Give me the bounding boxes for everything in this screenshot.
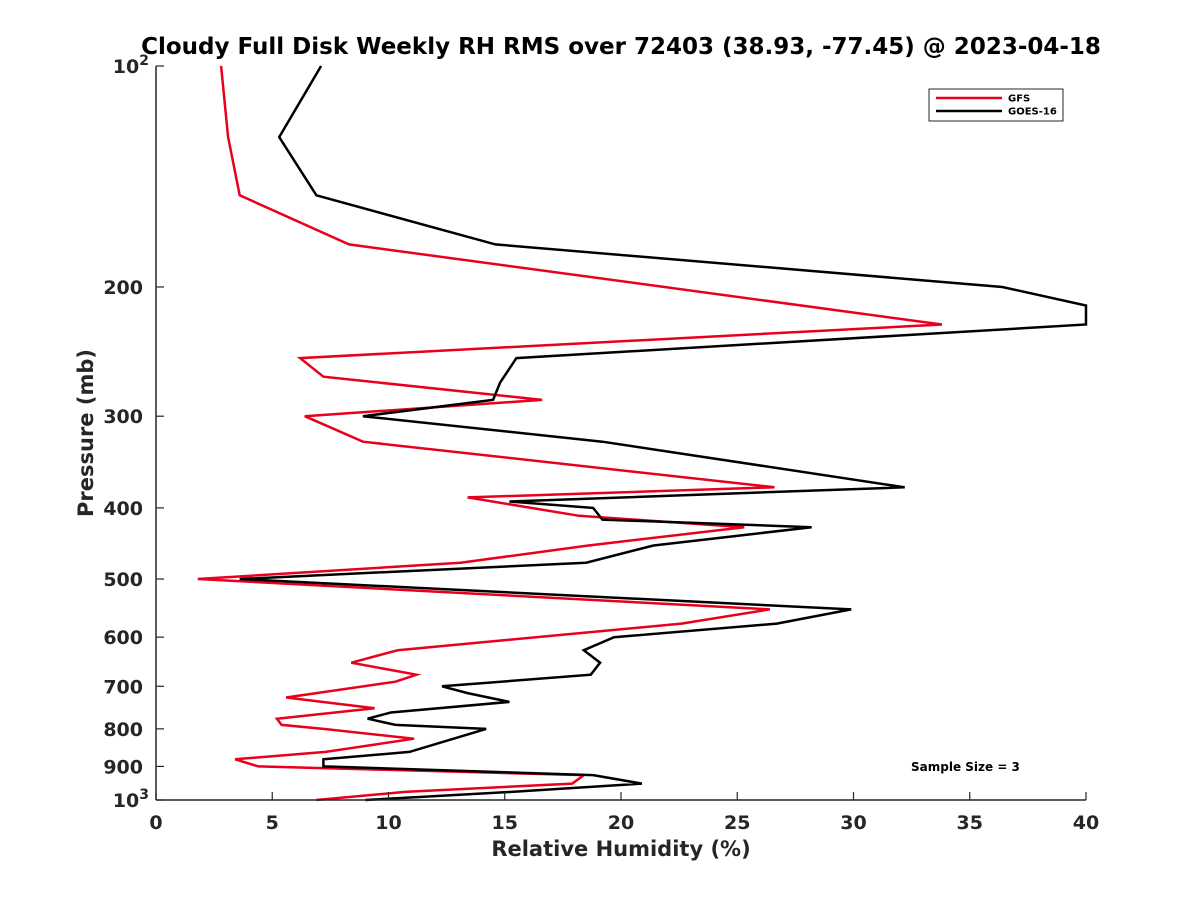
x-tick-label: 5 — [266, 812, 279, 834]
y-tick-label: 400 — [103, 498, 143, 520]
y-tick-label: 900 — [103, 756, 143, 778]
y-axis-ticks: 102 200 300 400 500 600 700 800 900 103 — [103, 53, 164, 812]
y-tick-label: 700 — [103, 676, 143, 698]
x-tick-label: 25 — [724, 812, 750, 834]
legend: GFS GOES-16 — [928, 88, 1064, 122]
y-tick-label: 300 — [103, 406, 143, 428]
x-tick-label: 15 — [492, 812, 518, 834]
x-axis-label: Relative Humidity (%) — [491, 837, 750, 861]
legend-box — [928, 88, 1064, 122]
plot-background — [156, 66, 1086, 800]
chart-title: Cloudy Full Disk Weekly RH RMS over 7240… — [141, 34, 1101, 60]
y-tick-label: 103 — [113, 787, 149, 812]
x-tick-label: 30 — [840, 812, 866, 834]
y-tick-label: 500 — [103, 569, 143, 591]
y-axis-label: Pressure (mb) — [74, 349, 98, 517]
x-tick-label: 20 — [608, 812, 634, 834]
x-tick-label: 40 — [1073, 812, 1099, 834]
legend-label: GFS — [1008, 94, 1030, 105]
x-tick-label: 35 — [957, 812, 983, 834]
sample-size-annotation: Sample Size = 3 — [911, 760, 1020, 774]
series-layer — [197, 65, 1088, 802]
y-tick-label: 600 — [103, 627, 143, 649]
x-tick-label: 0 — [149, 812, 162, 834]
series-line-goes-16 — [239, 65, 1088, 802]
y-tick-label: 102 — [113, 53, 149, 78]
legend-label: GOES-16 — [1008, 107, 1057, 118]
y-tick-label: 200 — [103, 277, 143, 299]
x-axis-ticks: 0 5 10 15 20 25 30 35 40 — [149, 792, 1099, 834]
x-tick-label: 10 — [375, 812, 401, 834]
series-line-gfs — [197, 65, 943, 802]
y-tick-label: 800 — [103, 719, 143, 741]
